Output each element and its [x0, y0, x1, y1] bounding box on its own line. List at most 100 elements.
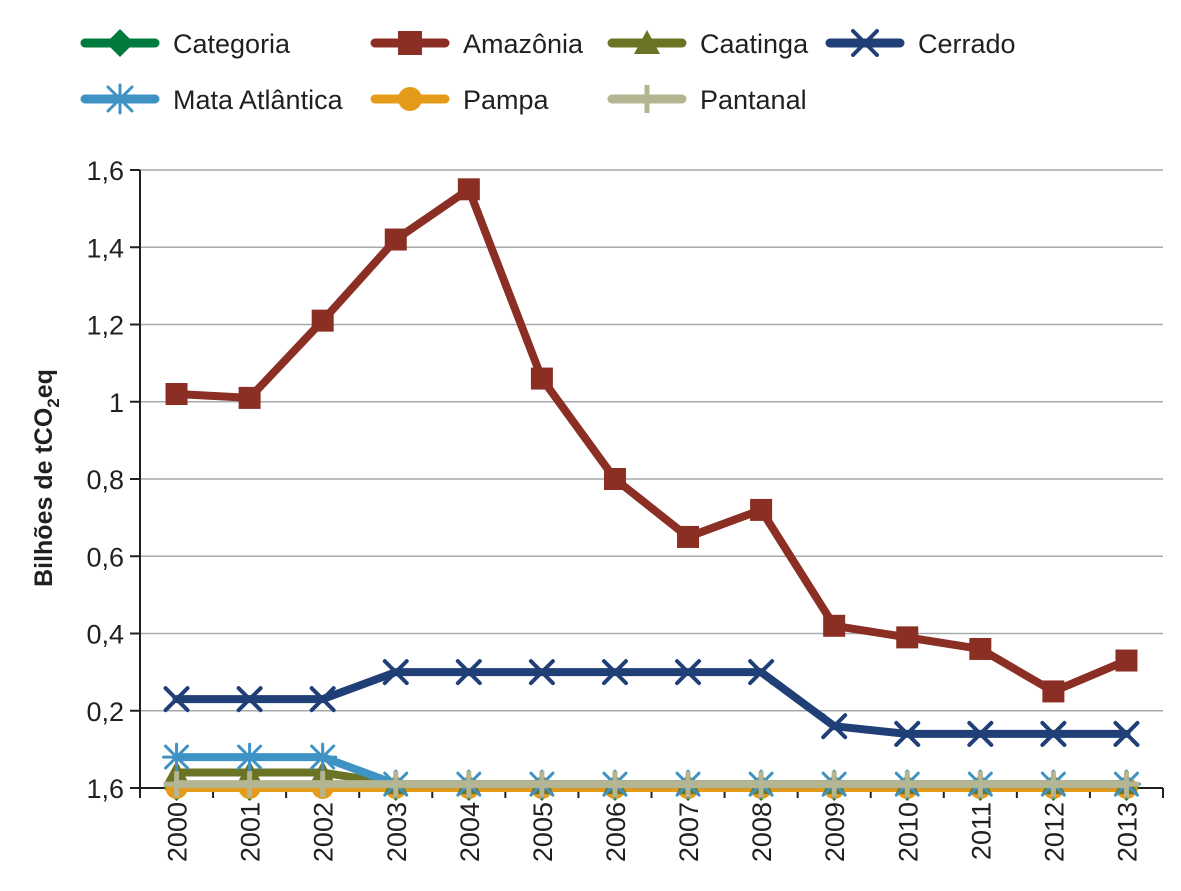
- legend-label: Categoria: [173, 29, 291, 59]
- y-tick-label: 1,2: [86, 311, 124, 341]
- data-point-marker: [163, 686, 190, 713]
- data-point-marker: [382, 771, 409, 798]
- x-tick-label: 2010: [893, 802, 923, 862]
- data-point-marker: [384, 228, 407, 251]
- y-tick-label: 1,6: [86, 156, 124, 186]
- data-point-marker: [236, 771, 263, 798]
- series-lines: [162, 178, 1141, 801]
- y-tick-label: 1,6: [86, 774, 124, 804]
- data-point-marker: [969, 637, 992, 660]
- y-tick-label: 0,8: [86, 465, 124, 495]
- data-point-marker: [235, 742, 265, 772]
- x-tick-label: 2012: [1039, 802, 1069, 862]
- legend-label: Cerrado: [918, 29, 1016, 59]
- data-point-marker: [309, 771, 336, 798]
- data-point-marker: [104, 83, 136, 115]
- data-point-marker: [750, 498, 773, 521]
- data-point-marker: [309, 686, 336, 713]
- data-point-marker: [823, 614, 846, 637]
- legend-item: Categoria: [80, 29, 291, 59]
- data-point-marker: [455, 771, 482, 798]
- data-point-marker: [238, 386, 261, 409]
- x-tick-label: 2013: [1112, 802, 1142, 862]
- x-tick-label: 2006: [601, 802, 631, 862]
- legend-label: Amazônia: [463, 29, 584, 59]
- data-point-marker: [457, 178, 480, 201]
- data-point-marker: [748, 771, 775, 798]
- x-tick-label: 2008: [747, 802, 777, 862]
- data-point-marker: [851, 29, 879, 57]
- y-tick-label: 0,4: [86, 620, 124, 650]
- x-tick-label: 2001: [236, 802, 266, 862]
- y-axis-title-text: Bilhões de tCO: [30, 408, 58, 587]
- series-pantanal: [163, 771, 1140, 798]
- data-point-marker: [1113, 720, 1140, 747]
- y-axis-title-subscript: 2: [44, 398, 63, 407]
- data-point-marker: [236, 686, 263, 713]
- x-tick-label: 2004: [455, 802, 485, 862]
- legend-item: Cerrado: [825, 29, 1016, 59]
- x-tick-label: 2009: [820, 802, 850, 862]
- legend: Categoria Amazônia Caatinga Cerrado Mata Atl…: [80, 29, 1016, 115]
- data-point-marker: [675, 659, 702, 686]
- data-point-marker: [382, 659, 409, 686]
- data-point-marker: [967, 720, 994, 747]
- data-point-marker: [398, 31, 422, 55]
- legend-item: Mata Atlântica: [80, 83, 344, 115]
- data-point-marker: [821, 713, 848, 740]
- y-axis-title-suffix: eq: [30, 369, 58, 398]
- legend-label: Mata Atlântica: [173, 85, 344, 115]
- data-point-marker: [106, 29, 134, 57]
- gridlines: [140, 169, 1163, 712]
- data-point-marker: [528, 771, 555, 798]
- x-tick-label: 2007: [674, 802, 704, 862]
- data-point-marker: [165, 383, 188, 406]
- data-point-marker: [1040, 720, 1067, 747]
- legend-item: Caatinga: [607, 29, 809, 59]
- data-point-marker: [601, 659, 628, 686]
- data-point-marker: [894, 720, 921, 747]
- y-tick-label: 0,2: [86, 697, 124, 727]
- y-tick-label: 0,6: [86, 542, 124, 572]
- x-tick-label: 2005: [528, 802, 558, 862]
- data-point-marker: [633, 85, 661, 113]
- y-axis-title: Bilhões de tCO2eq: [30, 369, 63, 587]
- data-point-marker: [634, 30, 660, 54]
- axes: 1,6 0,2 0,4 0,6 0,8 1 1,2 1,4 1,6 2000 2001 2002 200…: [86, 156, 1164, 862]
- legend-label: Caatinga: [700, 29, 809, 59]
- x-tick-label: 2000: [163, 802, 193, 862]
- data-point-marker: [821, 771, 848, 798]
- series-cerrado: [163, 659, 1140, 747]
- data-point-marker: [1042, 680, 1065, 703]
- series-line: [172, 185, 1131, 696]
- legend-item: Amazônia: [370, 29, 584, 59]
- series-line: [172, 668, 1131, 738]
- x-tick-label: 2011: [966, 802, 996, 860]
- data-point-marker: [677, 525, 700, 548]
- data-point-marker: [601, 771, 628, 798]
- x-tick-label: 2003: [382, 802, 412, 862]
- data-point-marker: [528, 659, 555, 686]
- y-tick-label: 1: [109, 388, 124, 418]
- data-point-marker: [398, 87, 422, 111]
- legend-item: Pantanal: [607, 85, 807, 115]
- legend-label: Pampa: [463, 85, 550, 115]
- data-point-marker: [967, 771, 994, 798]
- data-point-marker: [675, 771, 702, 798]
- data-point-marker: [162, 742, 192, 772]
- legend-item: Pampa: [370, 85, 550, 115]
- data-point-marker: [894, 771, 921, 798]
- data-point-marker: [530, 367, 553, 390]
- data-point-marker: [163, 771, 190, 798]
- y-tick-label: 1,4: [86, 233, 124, 263]
- data-point-marker: [1040, 771, 1067, 798]
- data-point-marker: [308, 742, 338, 772]
- data-point-marker: [748, 659, 775, 686]
- data-point-marker: [311, 309, 334, 332]
- data-point-marker: [1115, 649, 1138, 672]
- data-point-marker: [455, 659, 482, 686]
- data-point-marker: [896, 626, 919, 649]
- data-point-marker: [1113, 771, 1140, 798]
